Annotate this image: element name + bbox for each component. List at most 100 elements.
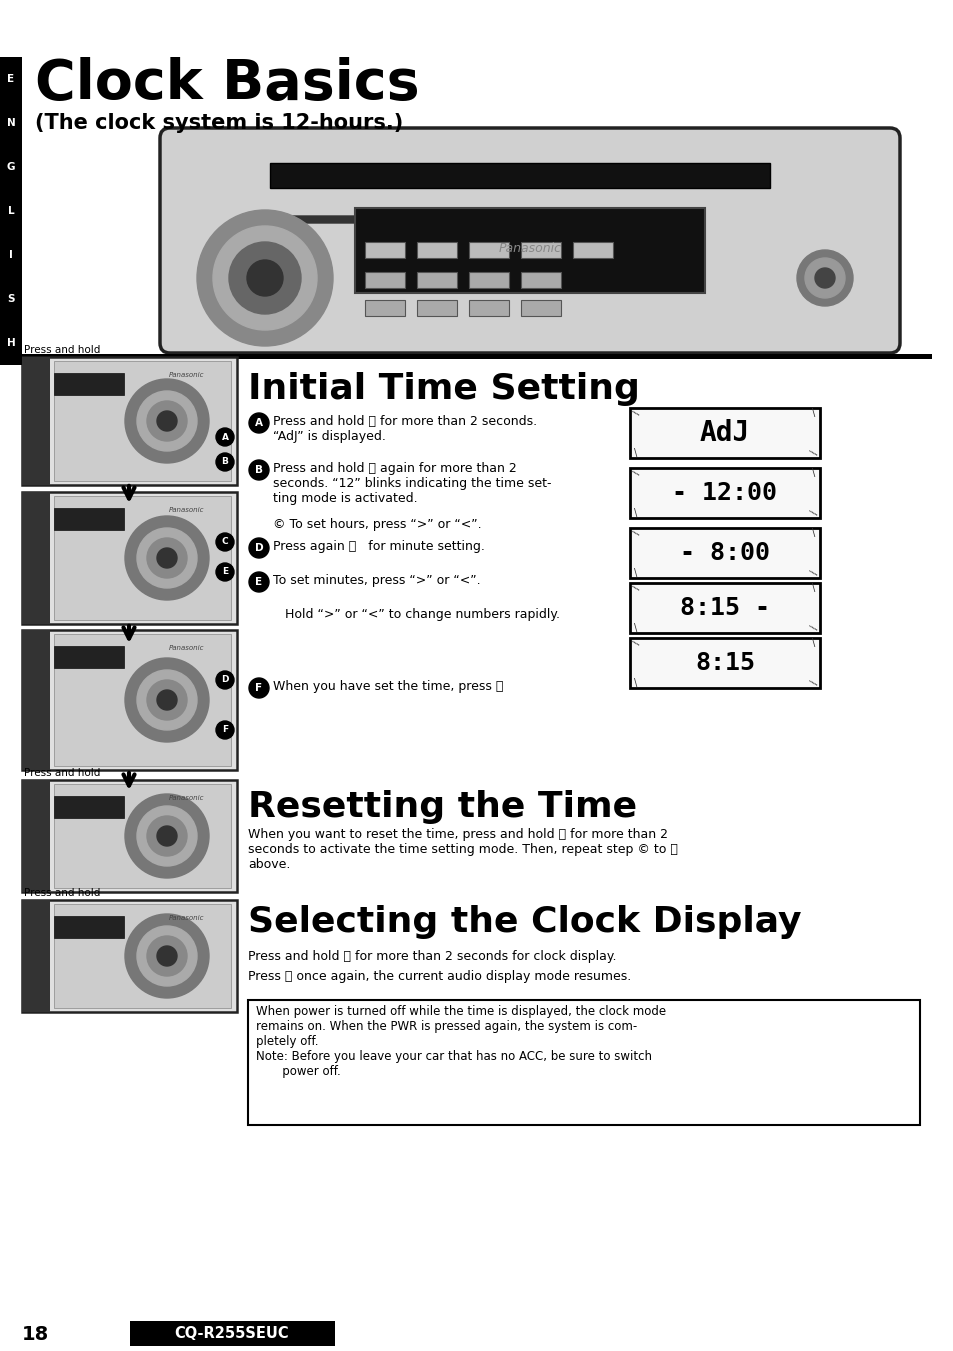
Bar — [54, 904, 231, 1008]
Bar — [520, 242, 560, 258]
Circle shape — [147, 401, 187, 440]
Circle shape — [137, 670, 196, 730]
Bar — [22, 630, 50, 770]
Bar — [54, 796, 124, 817]
Text: \: \ — [812, 584, 815, 593]
Text: \: \ — [634, 449, 637, 458]
Text: E: E — [222, 567, 228, 577]
Bar — [130, 1321, 335, 1346]
Text: A: A — [221, 432, 229, 442]
Text: F: F — [222, 725, 228, 735]
Circle shape — [215, 453, 233, 471]
Circle shape — [137, 390, 196, 451]
Text: To set minutes, press “>” or “<”.: To set minutes, press “>” or “<”. — [273, 574, 480, 586]
Bar — [54, 361, 231, 481]
Text: Press and hold: Press and hold — [24, 888, 100, 898]
Text: D: D — [221, 676, 229, 685]
Circle shape — [125, 658, 209, 742]
Circle shape — [249, 538, 269, 558]
Text: Press and hold ⓣ for more than 2 seconds.
“AdJ” is displayed.: Press and hold ⓣ for more than 2 seconds… — [273, 415, 537, 443]
Bar — [416, 272, 456, 288]
Text: \: \ — [631, 469, 640, 478]
Bar — [629, 638, 820, 688]
Text: S: S — [8, 295, 14, 304]
Text: F: F — [255, 684, 262, 693]
Bar — [629, 528, 820, 578]
Text: When you have set the time, press ⓣ: When you have set the time, press ⓣ — [273, 680, 503, 693]
Text: Panasonic: Panasonic — [169, 507, 205, 513]
Bar — [22, 900, 236, 1012]
Text: \: \ — [631, 584, 640, 593]
Text: \: \ — [812, 528, 815, 538]
Text: - 8:00: - 8:00 — [679, 540, 769, 565]
Text: © To set hours, press “>” or “<”.: © To set hours, press “>” or “<”. — [273, 517, 481, 531]
Circle shape — [125, 915, 209, 998]
Bar — [365, 300, 405, 316]
Bar — [520, 300, 560, 316]
Text: Press ⓣ once again, the current audio display mode resumes.: Press ⓣ once again, the current audio di… — [248, 970, 631, 984]
FancyBboxPatch shape — [160, 128, 899, 353]
Text: Press and hold ⓣ for more than 2 seconds for clock display.: Press and hold ⓣ for more than 2 seconds… — [248, 950, 616, 963]
Text: \: \ — [808, 623, 818, 632]
Circle shape — [215, 721, 233, 739]
Bar — [365, 242, 405, 258]
Text: Press and hold: Press and hold — [24, 767, 100, 778]
Text: Clock Basics: Clock Basics — [35, 57, 419, 111]
Bar — [54, 916, 124, 938]
Circle shape — [137, 528, 196, 588]
Circle shape — [804, 258, 844, 299]
Bar — [365, 272, 405, 288]
Text: C: C — [221, 538, 228, 547]
Text: \: \ — [634, 567, 637, 578]
Bar — [0, 1319, 953, 1351]
Text: Panasonic: Panasonic — [498, 242, 561, 254]
Text: \: \ — [634, 623, 637, 634]
Text: \: \ — [808, 449, 818, 458]
Circle shape — [137, 925, 196, 986]
Text: - 12:00: - 12:00 — [672, 481, 777, 505]
Bar — [629, 408, 820, 458]
Text: Panasonic: Panasonic — [169, 644, 205, 651]
Bar — [22, 357, 50, 485]
Bar — [520, 272, 560, 288]
Circle shape — [157, 690, 177, 711]
Text: CQ-R255SEUC: CQ-R255SEUC — [174, 1325, 289, 1340]
Bar — [54, 784, 231, 888]
Bar — [54, 634, 231, 766]
Text: \: \ — [631, 638, 640, 647]
Circle shape — [215, 534, 233, 551]
Circle shape — [814, 267, 834, 288]
Text: N: N — [7, 118, 15, 128]
Text: When power is turned off while the time is displayed, the clock mode
remains on.: When power is turned off while the time … — [255, 1005, 665, 1078]
Text: Press and hold ⓣ again for more than 2
seconds. “12” blinks indicating the time : Press and hold ⓣ again for more than 2 s… — [273, 462, 551, 505]
Text: Selecting the Clock Display: Selecting the Clock Display — [248, 905, 801, 939]
Circle shape — [125, 794, 209, 878]
Circle shape — [796, 250, 852, 305]
Text: When you want to reset the time, press and hold ⓣ for more than 2
seconds to act: When you want to reset the time, press a… — [248, 828, 678, 871]
Text: B: B — [254, 465, 263, 476]
Text: \: \ — [631, 408, 640, 417]
Bar — [22, 492, 50, 624]
Bar — [22, 900, 50, 1012]
Bar — [416, 300, 456, 316]
Circle shape — [249, 678, 269, 698]
Circle shape — [229, 242, 301, 313]
Circle shape — [125, 380, 209, 463]
Text: Press again ⓣ   for minute setting.: Press again ⓣ for minute setting. — [273, 540, 484, 553]
Bar — [248, 1000, 919, 1125]
Bar — [270, 215, 639, 223]
Circle shape — [137, 807, 196, 866]
Circle shape — [249, 413, 269, 434]
Text: \: \ — [631, 528, 640, 538]
Text: Hold “>” or “<” to change numbers rapidly.: Hold “>” or “<” to change numbers rapidl… — [285, 608, 559, 621]
Text: \: \ — [808, 508, 818, 517]
Bar — [270, 163, 769, 188]
Bar — [0, 57, 22, 365]
Circle shape — [196, 209, 333, 346]
Bar — [54, 496, 231, 620]
Circle shape — [249, 571, 269, 592]
Text: B: B — [221, 458, 228, 466]
Text: E: E — [255, 577, 262, 586]
Text: \: \ — [808, 678, 818, 688]
Circle shape — [147, 680, 187, 720]
